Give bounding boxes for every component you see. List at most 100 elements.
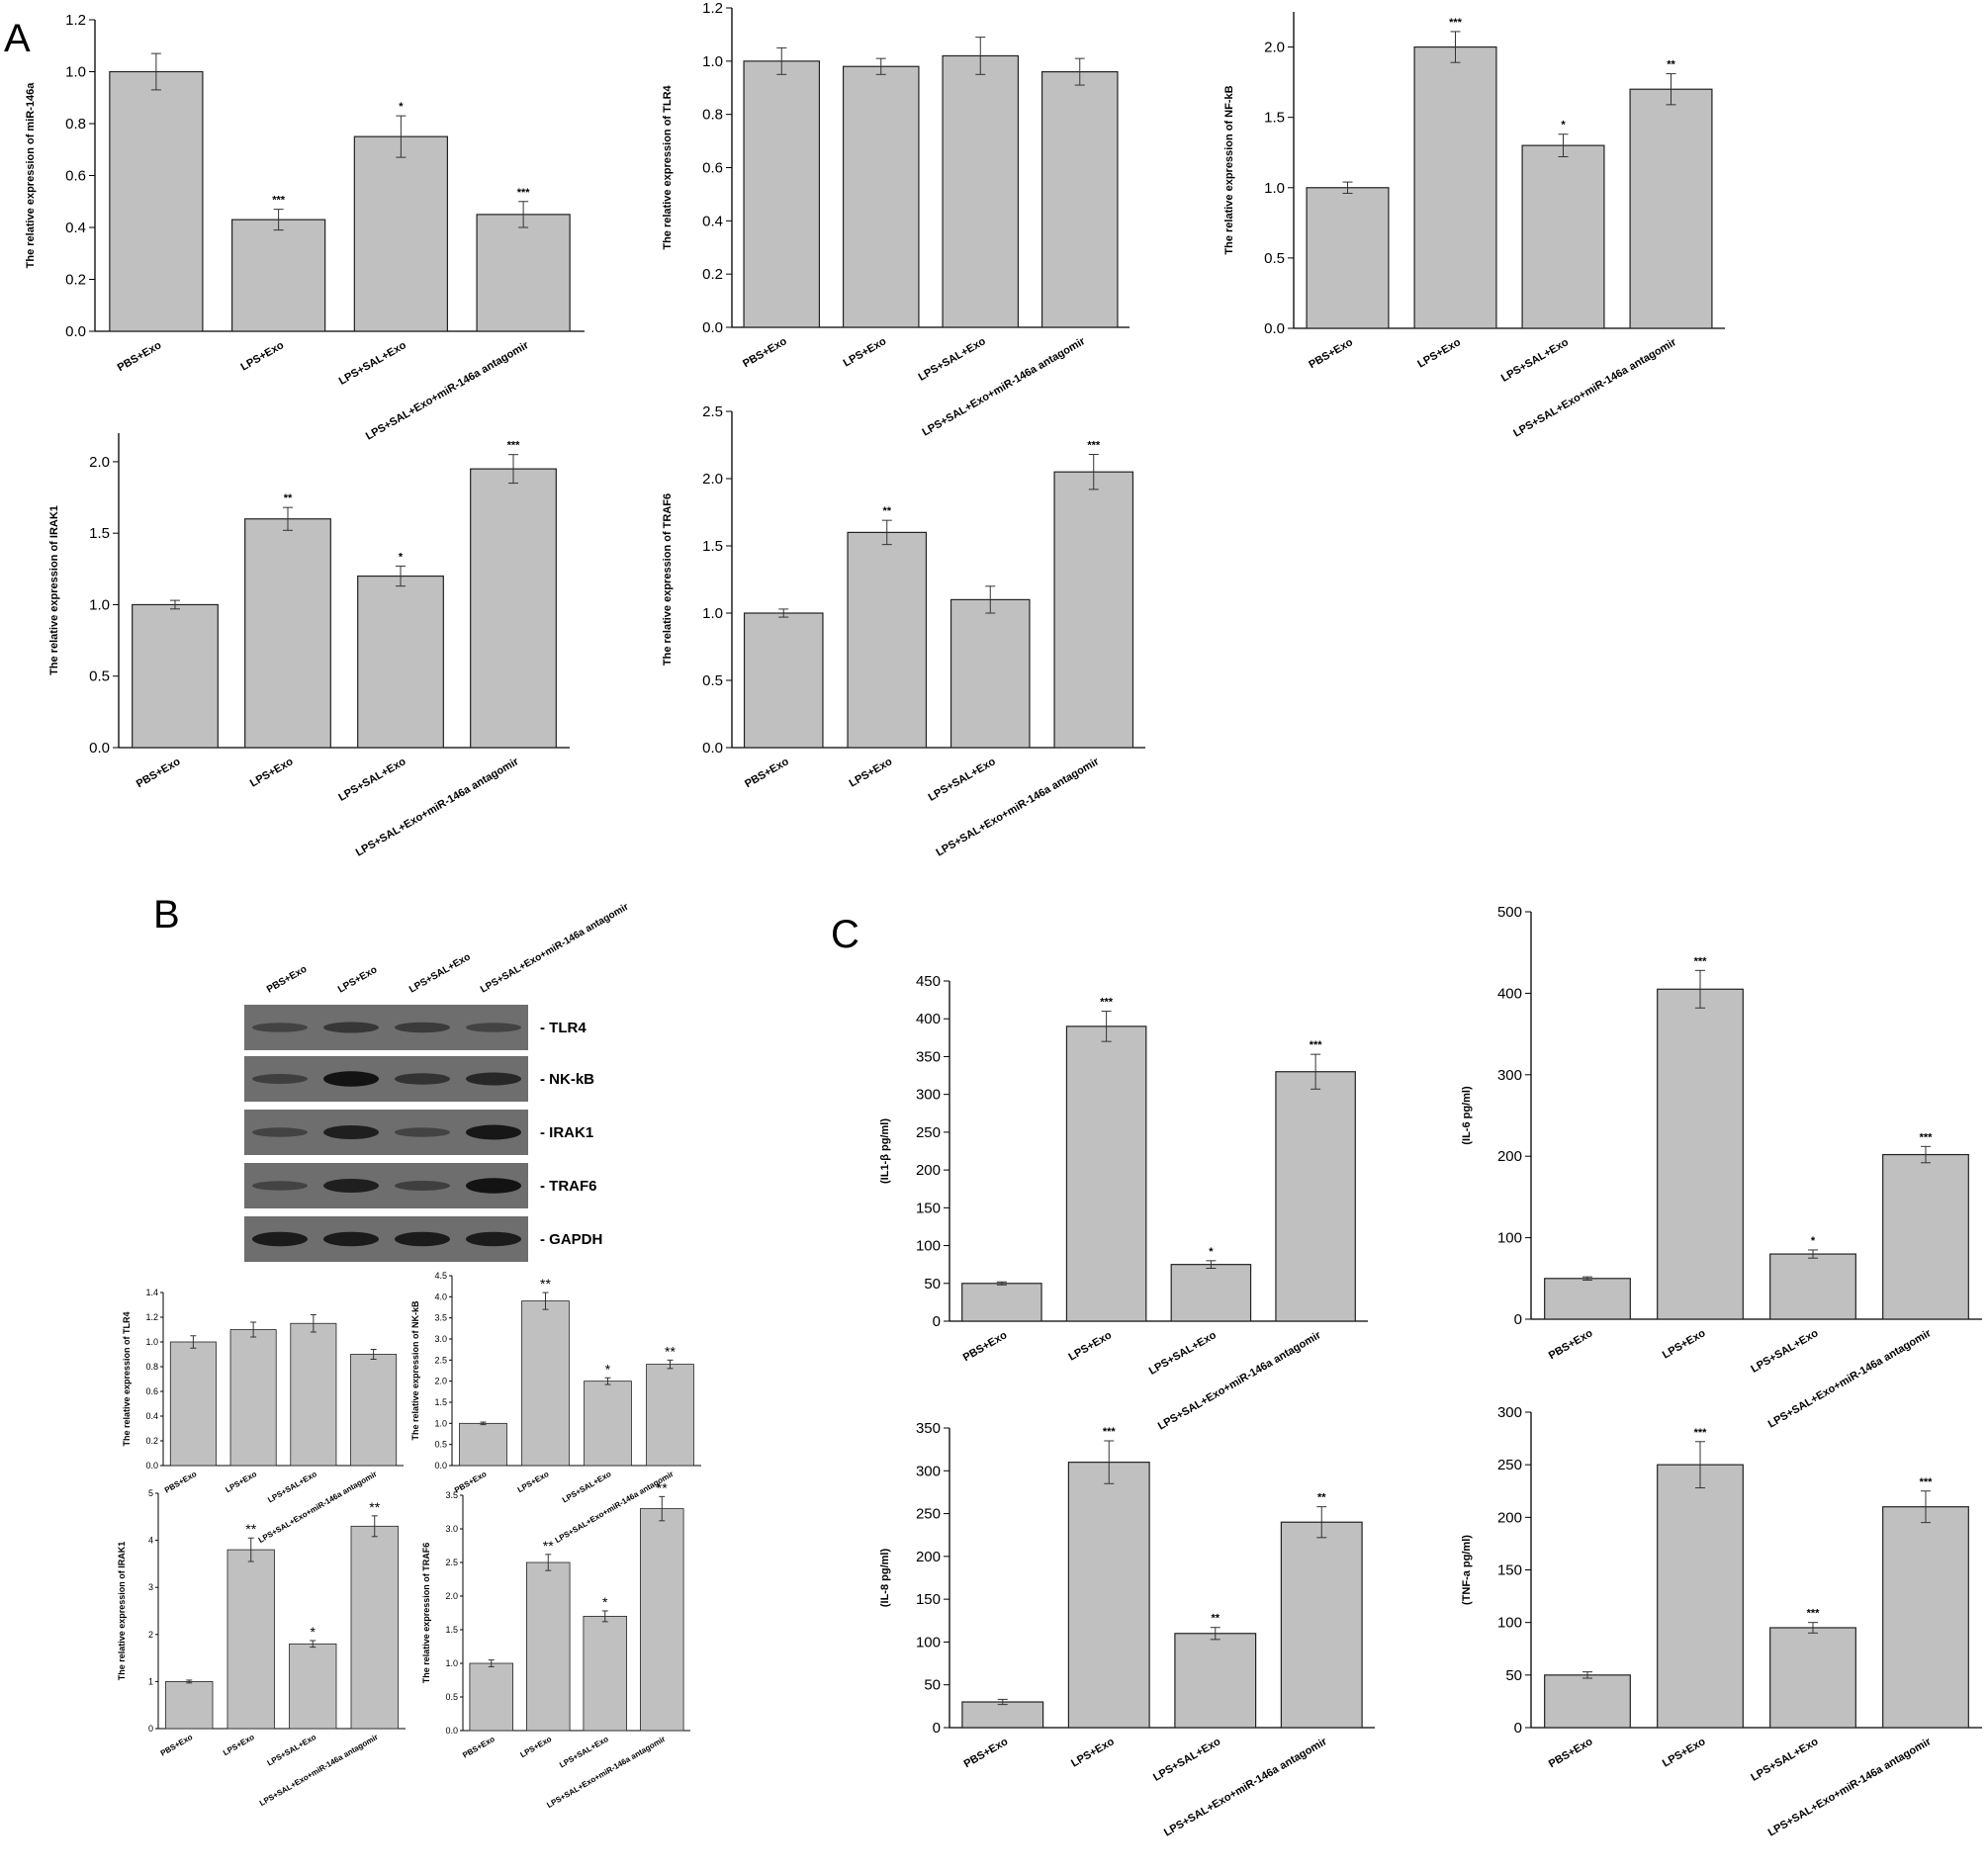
blot-band	[252, 1023, 308, 1032]
bar	[961, 1283, 1042, 1322]
blot-band	[252, 1127, 308, 1137]
category-label: LPS+Exo	[222, 1733, 256, 1757]
significance-label: **	[543, 1538, 554, 1554]
category-label: LPS+Exo	[516, 1470, 551, 1494]
y-tick-label: 0.2	[702, 266, 723, 283]
category-label: LPS+Exo	[848, 756, 895, 790]
category-label: LPS+Exo	[1661, 1327, 1708, 1362]
category-label: LPS+SAL+Exo+miR-146a antagomir	[1156, 1329, 1323, 1433]
significance-label: **	[1317, 1492, 1326, 1504]
y-tick-label: 3.5	[434, 1313, 447, 1323]
y-tick-label: 0.0	[702, 740, 723, 757]
y-tick-label: 0.6	[65, 168, 86, 185]
blot-band	[323, 1022, 379, 1033]
y-tick-label: 0	[933, 1720, 941, 1737]
category-label: LPS+Exo	[1661, 1736, 1708, 1770]
y-axis-label: (TNF-a pg/ml)	[1461, 1535, 1473, 1605]
category-label: LPS+Exo	[1069, 1736, 1117, 1770]
significance-label: *	[399, 101, 404, 113]
significance-label: *	[1561, 120, 1566, 132]
significance-label: *	[605, 1361, 611, 1377]
y-tick-label: 0.8	[702, 107, 723, 124]
y-tick-label: 200	[1497, 1509, 1522, 1526]
y-tick-label: 0.8	[145, 1362, 158, 1372]
bar	[1174, 1633, 1257, 1729]
category-label: LPS+SAL+Exo	[1749, 1736, 1820, 1784]
y-tick-label: 3.0	[445, 1524, 458, 1534]
bar	[1306, 187, 1390, 329]
y-tick-label: 250	[916, 1506, 941, 1523]
category-label: LPS+SAL+Exo	[1749, 1327, 1820, 1376]
y-tick-label: 400	[1497, 985, 1522, 1002]
y-axis-label: The relative expression of NF-kB	[1223, 85, 1235, 254]
significance-label: **	[284, 492, 293, 504]
y-tick-label: 0.5	[434, 1440, 447, 1450]
significance-label: **	[245, 1521, 256, 1537]
y-axis-label: The relative expression of TLR4	[662, 84, 674, 249]
y-tick-label: 2.0	[1264, 40, 1285, 56]
significance-label: *	[1209, 1246, 1214, 1258]
y-tick-label: 200	[1497, 1148, 1522, 1165]
category-label: LPS+SAL+Exo	[927, 756, 998, 804]
y-tick-label: 0	[1514, 1720, 1522, 1737]
bar	[1065, 1025, 1147, 1322]
western-blot: PBS+Exo LPS+Exo LPS+SAL+Exo LPS+SAL+Exo+miR…	[244, 902, 631, 1262]
y-tick-label: 2.5	[434, 1355, 447, 1365]
y-tick-label: 2.0	[89, 454, 110, 471]
y-axis-label: The relative expression of miR-146a	[25, 82, 37, 269]
bar	[1413, 45, 1497, 329]
significance-label: *	[1811, 1235, 1816, 1247]
blot-band	[323, 1071, 379, 1087]
blot-row-label: - TRAF6	[540, 1178, 597, 1195]
chart-C2: 0 100 200 300 400 500 (IL-6 pg/ml) PBS+Exo *** LP…	[1461, 904, 1982, 1431]
y-tick-label: 0.5	[89, 669, 110, 685]
y-tick-label: 1	[148, 1676, 153, 1686]
category-label: LPS+SAL+Exo	[1147, 1329, 1219, 1378]
significance-label: **	[657, 1479, 668, 1495]
blot-band	[466, 1023, 521, 1032]
significance-label: ***	[1103, 1426, 1117, 1438]
category-label: LPS+SAL+Exo+miR-146a antagomir	[258, 1733, 380, 1808]
y-tick-label: 2	[148, 1630, 153, 1640]
bar	[350, 1525, 399, 1730]
bar	[942, 54, 1020, 328]
category-label: LPS+SAL+Exo	[337, 339, 408, 388]
blot-row-label: - IRAK1	[540, 1124, 593, 1141]
bar	[961, 1701, 1044, 1729]
significance-label: ***	[1807, 1608, 1821, 1620]
y-tick-label: 50	[924, 1677, 941, 1694]
bar	[526, 1561, 571, 1732]
y-tick-label: 150	[916, 1591, 941, 1608]
blot-band	[323, 1231, 379, 1247]
bar	[1067, 1462, 1150, 1729]
blot-band	[395, 1181, 450, 1191]
category-label: LPS+SAL+Exo	[558, 1735, 610, 1770]
significance-label: ***	[1920, 1131, 1934, 1143]
y-tick-label: 0.0	[702, 319, 723, 336]
chart-A2: 0.0 0.2 0.4 0.6 0.8 1.0 1.2 The relative expres…	[662, 0, 1130, 439]
y-tick-label: 0.5	[702, 672, 723, 689]
bar	[290, 1322, 337, 1467]
y-tick-label: 1.0	[702, 53, 723, 70]
y-axis-label: The relative expression of IRAK1	[117, 1542, 127, 1681]
y-tick-label: 0.0	[445, 1726, 458, 1736]
y-tick-label: 1.0	[702, 605, 723, 622]
y-tick-label: 1.0	[89, 596, 110, 613]
category-label: LPS+SAL+Exo+miR-146a antagomir	[545, 1735, 667, 1810]
blot-lane-label: LPS+Exo	[336, 964, 379, 995]
y-tick-label: 4	[148, 1536, 153, 1546]
bar	[1629, 88, 1713, 329]
blot-band	[466, 1178, 521, 1194]
y-tick-label: 250	[916, 1124, 941, 1141]
category-label: LPS+SAL+Exo	[266, 1733, 318, 1768]
y-tick-label: 200	[916, 1162, 941, 1179]
category-label: LPS+SAL+Exo	[1151, 1736, 1222, 1784]
bar	[1657, 1464, 1744, 1729]
y-tick-label: 350	[916, 1048, 941, 1065]
category-label: PBS+Exo	[962, 1736, 1011, 1770]
significance-label: ***	[1100, 997, 1114, 1009]
y-tick-label: 300	[1497, 1404, 1522, 1421]
bar	[1657, 988, 1744, 1320]
chart-A1: 0.0 0.2 0.4 0.6 0.8 1.0 1.2 The relative expres…	[25, 12, 585, 443]
chart-C4: 0 50 100 150 200 250 300 (TNF-a pg/ml) PBS+Exo **…	[1461, 1404, 1982, 1839]
